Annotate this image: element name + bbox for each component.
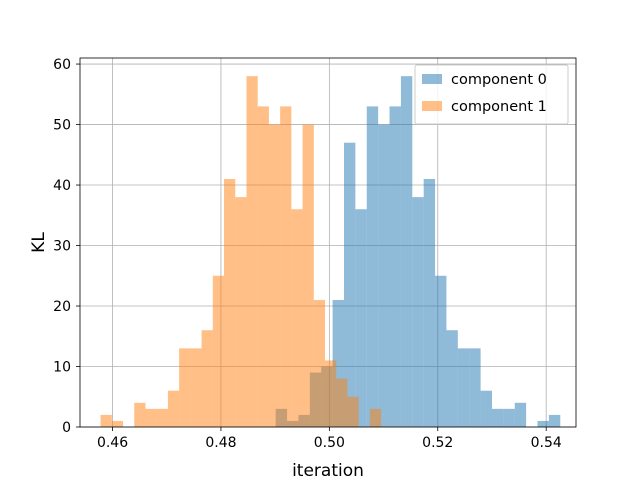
bar-component-1 [156, 408, 168, 427]
y-tick-label: 10 [53, 360, 71, 376]
x-axis-label: iteration [292, 461, 364, 480]
bar-component-0 [366, 106, 379, 428]
y-tick-label: 50 [53, 118, 71, 134]
bar-component-1 [190, 348, 202, 427]
y-tick-label: 0 [62, 420, 71, 436]
bar-component-0 [389, 106, 401, 428]
bar-component-1 [100, 414, 112, 427]
bar-component-0 [412, 197, 424, 427]
bar-component-1 [325, 360, 337, 427]
legend-box [414, 64, 569, 125]
bar-component-1 [246, 76, 258, 428]
bar-component-1 [201, 330, 213, 427]
bar-component-1 [336, 378, 348, 427]
bar-component-1 [268, 124, 281, 427]
x-axis-ticks: 0.46 0.48 0.50 0.52 0.54 [97, 427, 562, 451]
bar-component-0 [446, 330, 458, 427]
bar-component-0 [435, 275, 447, 427]
bar-component-1 [257, 106, 269, 428]
bar-component-0 [423, 178, 436, 427]
bar-component-1 [212, 275, 225, 427]
x-tick-label: 0.48 [205, 435, 236, 451]
bar-component-1 [167, 390, 180, 427]
bar-component-0 [355, 209, 367, 427]
bar-component-1 [235, 197, 247, 427]
bar-component-0 [400, 76, 413, 428]
bar-component-1 [347, 396, 359, 427]
bar-component-0 [537, 420, 549, 427]
bar-component-1 [302, 124, 314, 427]
bar-component-0 [457, 348, 470, 427]
legend: component 0 component 1 [414, 64, 569, 125]
bar-component-1 [179, 348, 191, 427]
bar-component-0 [548, 414, 561, 427]
y-tick-label: 20 [53, 299, 71, 315]
y-tick-label: 40 [53, 178, 71, 194]
bar-component-1 [134, 402, 146, 427]
bar-component-0 [480, 390, 492, 427]
bar-component-0 [378, 124, 390, 427]
bar-component-1 [280, 106, 292, 428]
legend-swatch-component-0 [422, 74, 442, 84]
bar-component-1 [111, 420, 124, 427]
x-tick-label: 0.50 [314, 435, 345, 451]
bar-component-1 [145, 408, 157, 427]
y-tick-label: 30 [53, 239, 71, 255]
y-axis-ticks: 0 10 20 30 40 50 60 [53, 57, 80, 436]
bar-component-1 [291, 209, 303, 427]
x-tick-label: 0.46 [97, 435, 128, 451]
x-tick-label: 0.54 [531, 435, 562, 451]
bar-component-1 [224, 178, 236, 427]
y-tick-label: 60 [53, 57, 71, 73]
plot-frame [79, 57, 577, 428]
bar-component-1 [313, 299, 326, 427]
bar-component-0 [343, 142, 356, 427]
legend-label-component-1: component 1 [451, 99, 547, 115]
bar-component-0 [514, 402, 527, 427]
legend-swatch-component-1 [422, 101, 442, 111]
y-axis-label: KL [29, 232, 49, 253]
x-tick-label: 0.52 [422, 435, 453, 451]
bar-component-0 [491, 408, 504, 427]
legend-label-component-0: component 0 [451, 72, 547, 88]
bar-component-0 [332, 299, 344, 427]
bar-component-0 [469, 348, 481, 427]
series-component-1-bars [100, 76, 382, 428]
bar-component-0 [503, 408, 515, 427]
bar-component-1 [369, 408, 382, 427]
